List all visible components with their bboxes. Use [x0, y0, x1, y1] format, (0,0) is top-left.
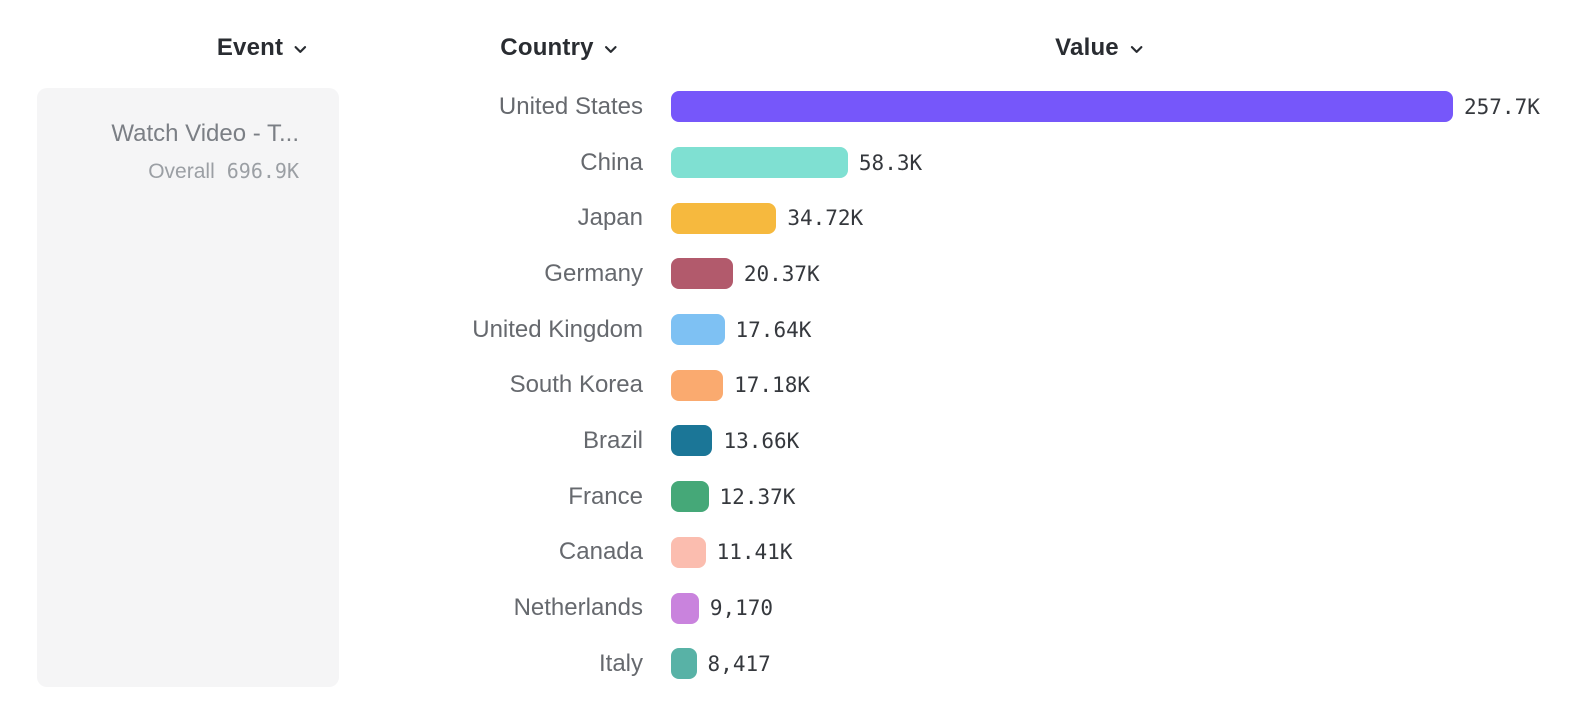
country-column-header[interactable]: Country [500, 34, 619, 62]
value-column-header[interactable]: Value [1055, 34, 1145, 62]
value-bar[interactable] [671, 648, 697, 680]
chevron-down-icon [1128, 38, 1145, 58]
value-label: 34.72K [787, 206, 864, 231]
country-row: Germany 20.37K [0, 246, 1584, 302]
value-bar[interactable] [671, 592, 699, 624]
value-label: 13.66K [723, 428, 800, 453]
country-row: France 12.37K [0, 469, 1584, 525]
country-label: China [580, 148, 643, 176]
country-bar-chart: United States 257.7K China 58.3K Japan 3… [0, 79, 1584, 692]
bar-area: 17.64K [671, 314, 812, 346]
bar-area: 9,170 [671, 592, 774, 624]
bar-area: 13.66K [671, 425, 800, 457]
value-label: 8,417 [707, 651, 771, 676]
value-bar[interactable] [671, 91, 1453, 123]
country-row: Japan 34.72K [0, 190, 1584, 246]
chevron-down-icon [603, 38, 620, 58]
event-column-header[interactable]: Event [217, 34, 309, 62]
country-label: France [568, 482, 643, 510]
value-label: 11.41K [716, 540, 793, 565]
country-label: United States [498, 92, 643, 120]
country-row: China 58.3K [0, 135, 1584, 191]
bar-area: 257.7K [671, 91, 1540, 123]
value-bar[interactable] [671, 536, 706, 568]
bar-area: 34.72K [671, 202, 864, 234]
country-row: Italy 8,417 [0, 636, 1584, 692]
value-bar[interactable] [671, 425, 713, 457]
event-overall-row: Overall 696.9K [57, 159, 299, 184]
event-card[interactable]: Watch Video - T... Overall 696.9K [37, 88, 339, 687]
country-row: United States 257.7K [0, 79, 1584, 135]
country-row: South Korea 17.18K [0, 357, 1584, 413]
value-bar[interactable] [671, 481, 709, 513]
bar-area: 12.37K [671, 481, 796, 513]
country-label: Brazil [582, 426, 643, 454]
value-label: 17.64K [735, 317, 812, 342]
country-label: United Kingdom [472, 315, 643, 343]
bar-area: 11.41K [671, 536, 793, 568]
country-label: Germany [544, 259, 643, 287]
value-label: 58.3K [858, 150, 923, 175]
country-row: United Kingdom 17.64K [0, 302, 1584, 358]
overall-value: 696.9K [226, 159, 299, 183]
event-column-label: Event [216, 34, 284, 61]
country-label: Japan [577, 204, 643, 232]
chevron-down-icon [292, 38, 309, 58]
bar-area: 17.18K [671, 369, 810, 401]
country-row: Canada 11.41K [0, 525, 1584, 581]
country-column-label: Country [500, 34, 594, 61]
overall-label: Overall [148, 160, 215, 183]
value-bar[interactable] [671, 147, 848, 179]
bar-area: 58.3K [671, 147, 923, 179]
value-bar[interactable] [671, 258, 733, 290]
country-label: South Korea [509, 371, 643, 399]
value-column-label: Value [1055, 34, 1119, 61]
country-label: Netherlands [513, 594, 643, 622]
value-bar[interactable] [671, 314, 725, 346]
value-label: 257.7K [1464, 94, 1540, 119]
event-name: Watch Video - T... [111, 120, 299, 147]
value-label: 12.37K [719, 484, 796, 509]
country-row: Brazil 13.66K [0, 413, 1584, 469]
country-row: Netherlands 9,170 [0, 580, 1584, 636]
value-bar[interactable] [671, 202, 777, 234]
country-label: Canada [558, 538, 643, 566]
value-label: 9,170 [709, 596, 774, 621]
bar-area: 20.37K [671, 258, 820, 290]
value-label: 17.18K [734, 373, 810, 398]
value-bar[interactable] [671, 369, 724, 401]
value-label: 20.37K [743, 261, 820, 286]
bar-area: 8,417 [671, 648, 771, 680]
country-label: Italy [598, 649, 643, 677]
